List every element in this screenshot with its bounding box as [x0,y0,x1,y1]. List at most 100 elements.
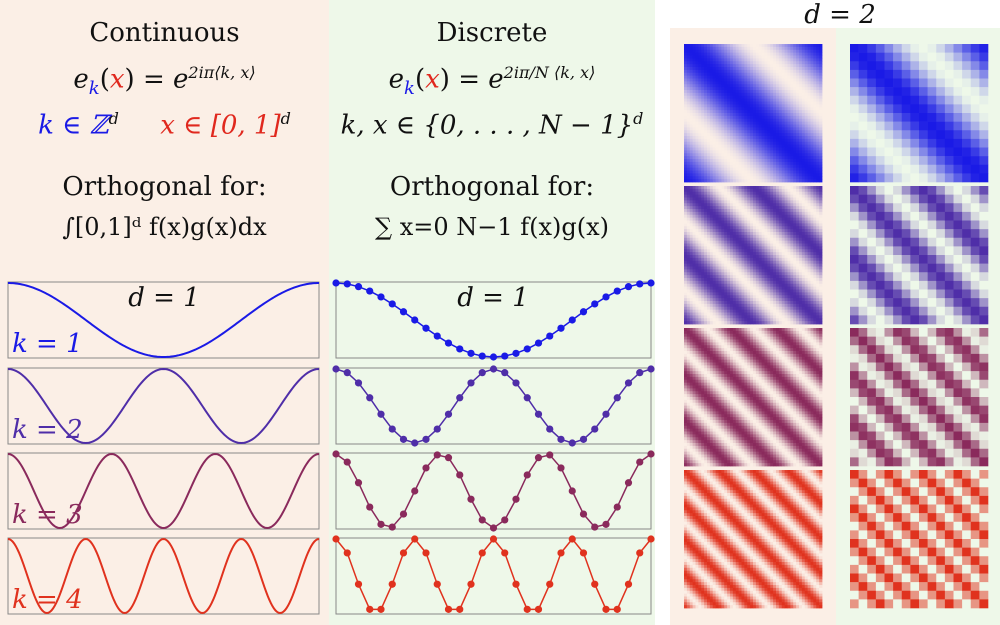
d2-continuous-cell-k2 [804,252,809,256]
d2-continuous-cell-k2 [686,237,691,242]
d2-continuous-cell-k2 [698,275,702,279]
d2-continuous-cell-k1 [686,164,691,169]
d2-continuous-cell-k2 [698,309,702,313]
d2-continuous-cell-k1 [738,49,742,54]
d2-continuous-cell-k1 [695,115,699,120]
discrete-point-k1-18 [534,339,543,347]
d2-continuous-cell-k2 [813,194,817,198]
d2-continuous-cell-k2 [741,257,745,262]
d2-continuous-cell-k2 [801,269,806,273]
d2-continuous-cell-k1 [718,90,722,94]
d2-continuous-cell-k1 [692,179,696,183]
d2-continuous-cell-k1 [810,101,814,105]
d2-continuous-cell-k1 [784,87,788,91]
d2-continuous-cell-k1 [741,121,745,125]
d2-continuous-cell-k1 [804,118,809,123]
d2-continuous-cell-k2 [810,223,814,227]
d2-continuous-cell-k1 [707,87,711,91]
d2-discrete-cell-k1 [901,138,911,148]
d2-continuous-cell-k1 [784,173,788,177]
d2-continuous-cell-k2 [813,278,817,282]
d2-continuous-cell-k2 [764,200,768,204]
d2-continuous-cell-k2 [707,203,711,207]
d2-continuous-cell-k1 [793,95,797,100]
d2-continuous-cell-k1 [724,46,728,51]
d2-continuous-cell-k2 [753,209,757,213]
d2-continuous-cell-k2 [747,272,751,276]
d2-continuous-cell-k1 [721,104,725,108]
d2-continuous-cell-k1 [709,64,714,68]
d2-continuous-cell-k1 [753,138,757,143]
d2-continuous-cell-k1 [741,133,745,137]
d2-continuous-cell-k1 [761,173,765,177]
d2-continuous-cell-k2 [816,186,820,190]
d2-continuous-cell-k2 [776,286,780,290]
d2-continuous-cell-k1 [724,61,728,65]
d2-continuous-cell-k2 [698,301,702,305]
d2-continuous-cell-k1 [801,90,806,94]
d2-continuous-cell-k1 [781,164,786,169]
d2-continuous-cell-k1 [770,113,774,117]
d2-continuous-cell-k1 [773,176,777,180]
d2-continuous-cell-k1 [755,113,760,117]
d2-continuous-cell-k2 [704,298,708,302]
d2-continuous-cell-k2 [784,303,788,308]
d2-continuous-cell-k1 [689,176,694,180]
discrete-point-k4-28 [647,535,655,543]
d2-continuous-cell-k2 [776,194,780,198]
d2-continuous-cell-k1 [721,113,725,117]
d2-continuous-cell-k1 [715,95,719,100]
d2-continuous-cell-k2 [770,200,774,204]
d2-continuous-cell-k1 [758,121,763,125]
d2-continuous-cell-k1 [709,110,714,114]
discrete-point-k4-27 [636,549,644,557]
d2-continuous-cell-k1 [755,115,760,120]
d2-continuous-cell-k2 [721,283,725,288]
d2-continuous-cell-k2 [707,217,711,221]
d2-continuous-cell-k1 [807,136,811,140]
d2-continuous-cell-k2 [776,263,780,267]
d2-continuous-cell-k1 [784,176,788,180]
d2-continuous-cell-k1 [724,130,728,134]
d2-discrete-cell-k1 [979,164,989,174]
d2-continuous-cell-k1 [735,98,740,102]
d2-discrete-cell-k1 [970,78,980,88]
d2-continuous-cell-k1 [707,64,711,68]
d2-continuous-cell-k1 [730,133,734,137]
d2-continuous-cell-k1 [732,159,737,163]
d2-continuous-cell-k1 [770,78,774,82]
d2-continuous-cell-k2 [724,312,728,316]
d2-continuous-cell-k2 [701,188,705,193]
d2-continuous-cell-k1 [778,98,783,102]
d2-continuous-cell-k2 [761,252,765,256]
d2-continuous-cell-k2 [790,280,794,285]
d2-continuous-cell-k2 [773,301,777,305]
d2-continuous-cell-k2 [744,312,748,316]
d2-continuous-cell-k1 [816,167,820,171]
d2-continuous-cell-k1 [796,159,800,163]
d2-continuous-cell-k1 [793,101,797,105]
d2-discrete-cell-k1 [970,95,980,105]
d2-continuous-cell-k1 [741,69,745,74]
discrete-point-k3-18 [534,454,543,462]
d2-continuous-cell-k2 [784,269,788,273]
d2-continuous-cell-k1 [819,115,823,120]
d2-continuous-cell-k2 [692,243,696,247]
d2-continuous-cell-k1 [793,164,797,169]
d2-continuous-cell-k2 [709,312,714,316]
d2-continuous-cell-k2 [793,275,797,279]
d2-continuous-cell-k2 [727,266,731,270]
discrete-point-k3-9 [433,451,441,459]
d2-continuous-cell-k2 [770,315,774,319]
d2-continuous-cell-k1 [758,64,763,68]
d2-continuous-cell-k1 [767,61,771,65]
d2-continuous-cell-k1 [819,124,823,128]
d2-continuous-cell-k1 [755,90,760,94]
d2-continuous-cell-k2 [727,220,731,224]
d2-continuous-cell-k2 [735,211,740,216]
d2-continuous-cell-k2 [801,188,806,193]
d2-continuous-cell-k1 [787,153,791,157]
d2-continuous-cell-k1 [695,64,699,68]
d2-continuous-cell-k1 [744,49,748,54]
d2-continuous-cell-k2 [732,255,737,259]
